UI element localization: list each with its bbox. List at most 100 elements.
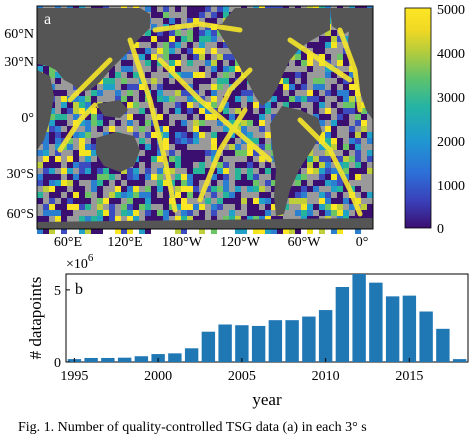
map-cell	[325, 108, 331, 114]
map-cell	[187, 6, 193, 12]
map-cell	[223, 150, 229, 156]
map-cell	[241, 120, 247, 126]
map-cell	[181, 180, 187, 186]
map-cell	[259, 108, 265, 114]
map-cell	[145, 186, 151, 192]
map-cell	[319, 120, 325, 126]
map-cell	[247, 180, 253, 186]
bar	[101, 357, 115, 362]
map-cell	[241, 198, 247, 204]
map-cell	[163, 30, 169, 36]
map-cell	[211, 30, 217, 36]
map-cell	[265, 198, 271, 204]
map-cell	[61, 168, 67, 174]
map-cell	[181, 120, 187, 126]
map-cell	[241, 126, 247, 132]
map-cell	[289, 96, 295, 102]
lat-tick-label: 60°S	[7, 207, 34, 222]
colorbar-tick-label: 2000	[437, 135, 465, 150]
map-cell	[181, 192, 187, 198]
map-cell	[247, 102, 253, 108]
map-cell	[109, 210, 115, 216]
y-multiplier-base: ×10	[66, 257, 88, 272]
map-cell	[313, 204, 319, 210]
map-cell	[343, 108, 349, 114]
map-cell	[229, 120, 235, 126]
bar-series	[67, 274, 467, 362]
map-cell	[253, 228, 259, 234]
map-cell	[49, 228, 55, 234]
map-cell	[265, 204, 271, 210]
map-cell	[85, 96, 91, 102]
map-cell	[97, 174, 103, 180]
map-cell	[325, 180, 331, 186]
map-cell	[349, 132, 355, 138]
map-cell	[229, 90, 235, 96]
map-cell	[319, 228, 325, 234]
map-cell	[103, 168, 109, 174]
map-cell	[193, 78, 199, 84]
map-cell	[325, 30, 331, 36]
map-cell	[145, 132, 151, 138]
map-cell	[223, 114, 229, 120]
map-cell	[187, 132, 193, 138]
map-cell	[367, 210, 373, 216]
map-cell	[235, 198, 241, 204]
y-ticks: 05	[54, 284, 70, 371]
map-cell	[343, 156, 349, 162]
map-cell	[259, 198, 265, 204]
map-cell	[193, 36, 199, 42]
map-cell	[91, 186, 97, 192]
map-cell	[67, 138, 73, 144]
map-cell	[343, 84, 349, 90]
map-cell	[79, 204, 85, 210]
map-cell	[217, 156, 223, 162]
map-cell	[235, 228, 241, 234]
map-cell	[217, 186, 223, 192]
map-cell	[67, 204, 73, 210]
map-cell	[283, 84, 289, 90]
map-cell	[43, 132, 49, 138]
map-cell	[121, 204, 127, 210]
map-cell	[247, 216, 253, 222]
map-cell	[175, 66, 181, 72]
map-cell	[49, 132, 55, 138]
map-cell	[193, 216, 199, 222]
map-cell	[139, 180, 145, 186]
map-cell	[217, 174, 223, 180]
map-cell	[187, 162, 193, 168]
map-cell	[163, 126, 169, 132]
map-cell	[247, 132, 253, 138]
x-tick-label: 2010	[312, 369, 340, 384]
map-cell	[37, 180, 43, 186]
map-cell	[151, 24, 157, 30]
map-cell	[229, 102, 235, 108]
map-cell	[187, 42, 193, 48]
map-cell	[211, 204, 217, 210]
map-cell	[157, 168, 163, 174]
map-cell	[127, 198, 133, 204]
map-cell	[79, 198, 85, 204]
map-cell	[121, 54, 127, 60]
map-cell	[319, 96, 325, 102]
map-cell	[355, 186, 361, 192]
map-cell	[85, 120, 91, 126]
map-cell	[97, 198, 103, 204]
map-cell	[43, 162, 49, 168]
map-cell	[319, 198, 325, 204]
map-cell	[313, 156, 319, 162]
map-cell	[151, 138, 157, 144]
map-cell	[61, 198, 67, 204]
bar	[134, 356, 149, 362]
map-cell	[205, 198, 211, 204]
map-cell	[223, 42, 229, 48]
map-cell	[271, 102, 277, 108]
map-cell	[73, 102, 79, 108]
map-cell	[175, 54, 181, 60]
map-cell	[91, 174, 97, 180]
map-cell	[163, 96, 169, 102]
map-cell	[235, 72, 241, 78]
map-cell	[121, 168, 127, 174]
x-axis-label: year	[252, 390, 282, 409]
map-cell	[157, 108, 163, 114]
